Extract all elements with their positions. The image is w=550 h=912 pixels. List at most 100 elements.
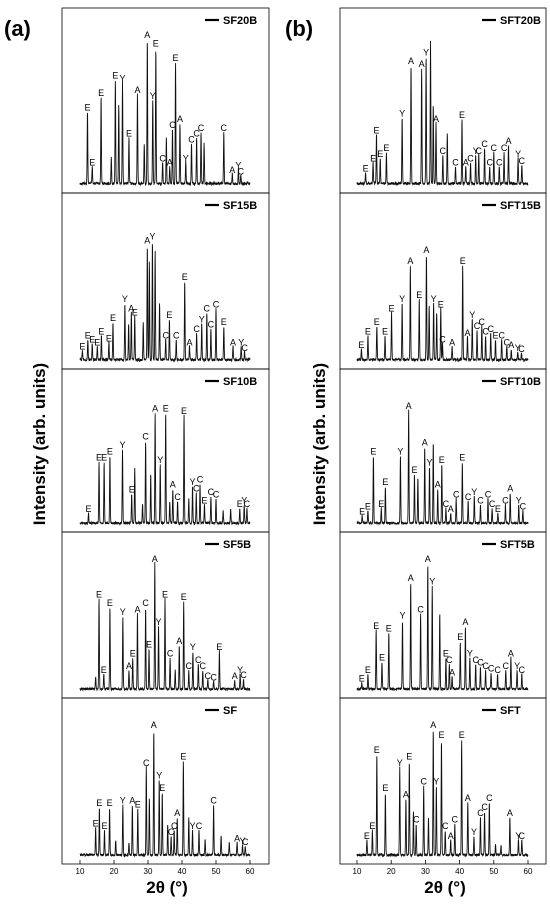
peak-label: E [101, 821, 107, 831]
legend-label: SFT [500, 705, 521, 717]
peak-label: E [181, 406, 187, 416]
peak-label: C [519, 665, 526, 675]
peak-label: C [504, 337, 511, 347]
peak-label: C [188, 134, 195, 144]
peak-label: Y [155, 617, 161, 627]
peak-label: C [502, 496, 509, 506]
peak-label: E [146, 640, 152, 650]
peak-label: A [403, 789, 409, 799]
peak-label: E [84, 103, 90, 113]
peak-label: Y [238, 337, 244, 347]
x-tick-label: 40 [178, 867, 187, 876]
peak-label: E [369, 821, 375, 831]
peak-label: E [459, 453, 465, 463]
peak-label: A [462, 617, 468, 627]
peak-label: Y [239, 836, 245, 846]
peak-label: A [425, 554, 431, 564]
peak-label: E [159, 783, 165, 793]
peak-label: E [96, 453, 102, 463]
peak-label: E [98, 88, 104, 98]
peak-label: Y [515, 149, 521, 159]
peak-label: E [373, 126, 379, 136]
peak-label: C [413, 815, 420, 825]
peak-label: C [482, 327, 489, 337]
peak-label: E [216, 642, 222, 652]
peak-label: A [134, 604, 140, 614]
peak-label: C [453, 489, 460, 499]
peak-label: C [520, 502, 527, 512]
peak-label: E [153, 39, 159, 49]
peak-label: C [501, 143, 508, 153]
peak-label: A [423, 245, 429, 255]
peak-label: E [382, 783, 388, 793]
peak-label: C [193, 483, 200, 493]
peak-label: E [363, 163, 369, 173]
peak-label: C [491, 143, 498, 153]
peak-label: C [205, 671, 212, 681]
x-tick-label: 50 [489, 867, 498, 876]
peak-label: C [474, 321, 481, 331]
peak-label: E [93, 818, 99, 828]
peak-label: E [373, 621, 379, 631]
peak-label: C [173, 331, 180, 341]
peak-label: A [448, 504, 454, 514]
peak-label: C [503, 661, 510, 671]
pattern-sft5b [356, 566, 529, 692]
peak-label: E [438, 299, 444, 309]
peak-label: C [477, 496, 484, 506]
peak-label: E [79, 342, 85, 352]
peak-label: C [498, 331, 505, 341]
peak-label: A [435, 480, 441, 490]
legend-label: SFT20B [500, 15, 541, 27]
peak-label: C [481, 139, 488, 149]
peak-label: C [197, 475, 204, 485]
peak-label: A [152, 403, 158, 413]
pattern-sft20b [356, 40, 529, 187]
peak-label: E [166, 310, 172, 320]
x-axis-label-a: 2θ (°) [146, 878, 188, 897]
peak-label: C [195, 655, 202, 665]
peak-label: C [452, 158, 459, 168]
peak-label: E [101, 453, 107, 463]
peak-label: C [199, 661, 206, 671]
peak-label: Y [241, 496, 247, 506]
peak-label: A [448, 831, 454, 841]
peak-label: A [419, 59, 425, 69]
peak-label: A [186, 337, 192, 347]
peak-label: A [151, 720, 157, 730]
peak-label: E [459, 730, 465, 740]
peak-label: E [365, 665, 371, 675]
peak-label: E [132, 308, 138, 318]
peak-label: E [201, 496, 207, 506]
peak-label: C [477, 657, 484, 667]
peak-label: C [481, 802, 488, 812]
peak-label: C [476, 146, 483, 156]
x-tick-label: 20 [387, 867, 396, 876]
peak-label: Y [399, 108, 405, 118]
peak-label: A [508, 340, 514, 350]
peak-label: A [230, 337, 236, 347]
peak-label: E [107, 446, 113, 456]
peak-label: A [422, 438, 428, 448]
peak-label: Y [199, 314, 205, 324]
peak-label: C [487, 324, 494, 334]
peak-label: Y [426, 457, 432, 467]
peak-label: E [89, 335, 95, 345]
peak-label: C [519, 831, 526, 841]
peak-label: E [411, 465, 417, 475]
x-tick-label: 60 [524, 867, 533, 876]
peak-label: C [486, 158, 493, 168]
peak-label: C [452, 815, 459, 825]
peak-label: Y [399, 611, 405, 621]
peak-label: E [459, 110, 465, 120]
peak-label: C [240, 670, 247, 680]
peak-label: E [495, 504, 501, 514]
peak-label: E [126, 129, 132, 139]
peak-label: Y [190, 642, 196, 652]
peak-label: E [101, 665, 107, 675]
peak-label: Y [189, 477, 195, 487]
peak-label: C [482, 661, 489, 671]
